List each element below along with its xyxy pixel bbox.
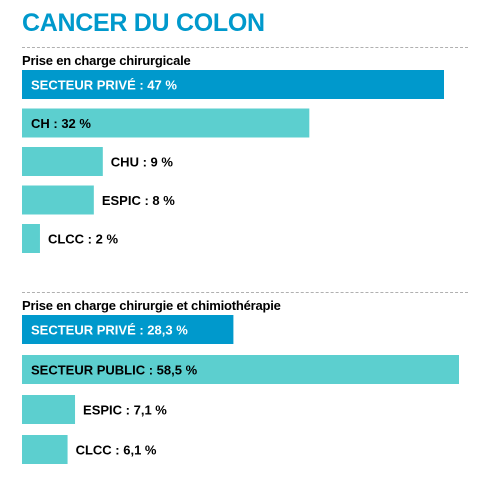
- chart-1-title: Prise en charge chirurgicale: [22, 53, 191, 68]
- divider-top: [22, 47, 468, 48]
- page-title: CANCER DU COLON: [22, 9, 265, 37]
- chart-surgery: SECTEUR PRIVÉ : 47 % CH : 32 % CHU : 9 % ES…: [22, 70, 444, 253]
- divider-middle: [22, 292, 468, 293]
- bar-label-chu: CHU : 9 %: [111, 155, 174, 170]
- bar-secteur-prive: [22, 315, 234, 344]
- bar-ch: [22, 108, 310, 138]
- bar-label-secteur-prive: SECTEUR PRIVÉ : 47 %: [31, 78, 177, 93]
- bar-secteur-public: [22, 355, 459, 384]
- bar-label-ch: CH : 32 %: [31, 116, 91, 131]
- bar-clcc: [22, 224, 40, 253]
- bar-label-espic: ESPIC : 7,1 %: [83, 403, 167, 418]
- chart-2-title: Prise en charge chirurgie et chimiothéra…: [22, 298, 281, 313]
- bar-label-secteur-public: SECTEUR PUBLIC : 58,5 %: [31, 363, 198, 378]
- bar-secteur-prive: [22, 70, 444, 99]
- chart-surgery-chemo: SECTEUR PRIVÉ : 28,3 % SECTEUR PUBLIC : 5…: [22, 315, 459, 464]
- bar-label-espic: ESPIC : 8 %: [102, 193, 175, 208]
- bar-label-clcc: CLCC : 6,1 %: [76, 443, 157, 458]
- bar-label-clcc: CLCC : 2 %: [48, 232, 119, 247]
- bar-espic: [22, 395, 76, 424]
- bar-chu: [22, 147, 103, 176]
- bar-espic: [22, 185, 94, 215]
- bar-label-secteur-prive: SECTEUR PRIVÉ : 28,3 %: [31, 323, 188, 338]
- bar-clcc: [22, 435, 68, 464]
